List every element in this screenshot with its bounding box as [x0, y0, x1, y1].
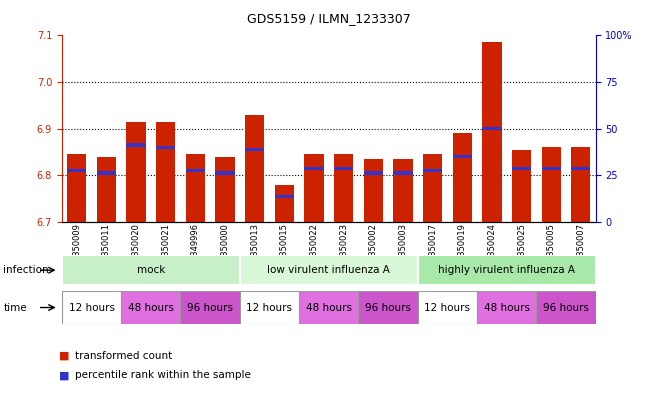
- Bar: [334, 167, 353, 170]
- Bar: [275, 185, 294, 222]
- Bar: [536, 291, 596, 324]
- Text: 12 hours: 12 hours: [68, 303, 115, 312]
- Bar: [156, 122, 175, 222]
- Bar: [97, 171, 116, 174]
- Bar: [299, 291, 359, 324]
- Bar: [477, 291, 536, 324]
- Bar: [452, 133, 472, 222]
- Bar: [240, 291, 299, 324]
- Text: 48 hours: 48 hours: [306, 303, 352, 312]
- Bar: [364, 171, 383, 174]
- Bar: [304, 154, 324, 222]
- Bar: [67, 154, 87, 222]
- Bar: [452, 155, 472, 158]
- Bar: [571, 147, 590, 222]
- Bar: [180, 291, 240, 324]
- Bar: [62, 255, 240, 285]
- Text: ■: ■: [59, 351, 69, 361]
- Bar: [186, 154, 205, 222]
- Bar: [126, 122, 146, 222]
- Bar: [304, 167, 324, 170]
- Bar: [245, 115, 264, 222]
- Bar: [97, 157, 116, 222]
- Text: mock: mock: [137, 265, 165, 275]
- Bar: [393, 159, 413, 222]
- Bar: [512, 167, 531, 170]
- Bar: [418, 291, 477, 324]
- Bar: [126, 143, 146, 147]
- Text: 48 hours: 48 hours: [484, 303, 530, 312]
- Bar: [542, 147, 561, 222]
- Text: percentile rank within the sample: percentile rank within the sample: [75, 370, 251, 380]
- Bar: [215, 157, 234, 222]
- Bar: [245, 148, 264, 151]
- Bar: [121, 291, 180, 324]
- Bar: [418, 255, 596, 285]
- Bar: [359, 291, 418, 324]
- Bar: [571, 167, 590, 170]
- Text: transformed count: transformed count: [75, 351, 172, 361]
- Text: 12 hours: 12 hours: [247, 303, 292, 312]
- Bar: [240, 255, 418, 285]
- Bar: [67, 169, 87, 173]
- Bar: [275, 195, 294, 198]
- Text: highly virulent influenza A: highly virulent influenza A: [438, 265, 575, 275]
- Text: 12 hours: 12 hours: [424, 303, 471, 312]
- Bar: [186, 169, 205, 173]
- Text: GDS5159 / ILMN_1233307: GDS5159 / ILMN_1233307: [247, 12, 411, 25]
- Bar: [423, 154, 442, 222]
- Text: 48 hours: 48 hours: [128, 303, 174, 312]
- Text: time: time: [3, 303, 27, 312]
- Text: infection: infection: [3, 265, 49, 275]
- Bar: [393, 171, 413, 174]
- Bar: [364, 159, 383, 222]
- Bar: [334, 154, 353, 222]
- Text: 96 hours: 96 hours: [187, 303, 233, 312]
- Bar: [482, 42, 501, 222]
- Text: 96 hours: 96 hours: [543, 303, 589, 312]
- Text: ■: ■: [59, 370, 69, 380]
- Bar: [512, 150, 531, 222]
- Bar: [156, 146, 175, 149]
- Bar: [215, 171, 234, 174]
- Bar: [62, 291, 121, 324]
- Text: low virulent influenza A: low virulent influenza A: [268, 265, 390, 275]
- Bar: [482, 127, 501, 130]
- Text: 96 hours: 96 hours: [365, 303, 411, 312]
- Bar: [542, 167, 561, 170]
- Bar: [423, 169, 442, 173]
